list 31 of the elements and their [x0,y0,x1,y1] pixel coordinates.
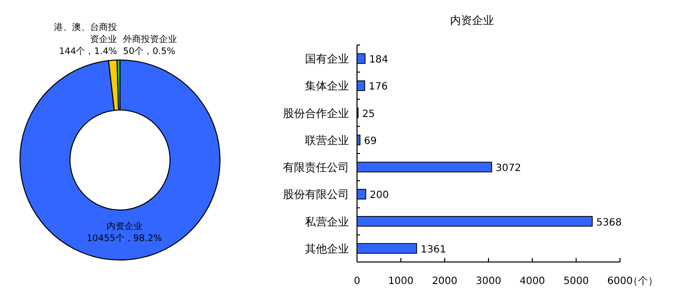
y-tick-label: 股份有限公司 [283,188,349,202]
data-label: 200 [370,190,389,202]
y-tick-label: 私营企业 [305,215,349,228]
x-tick-label: 0 [354,276,360,287]
data-label: 10455个，98.2% [86,232,162,244]
x-tick-label: 3000 [476,276,502,287]
y-tick-label: 国有企业 [305,52,349,66]
data-label: 50个，0.5% [123,46,176,57]
slice-label: 外商投资企业 [123,34,177,45]
y-tick-label: 集体企业 [305,80,349,93]
data-label: 144个，1.4% [58,46,118,57]
slice-label: 内资企业 [106,220,142,232]
x-tick-label: 2000 [432,276,458,287]
data-label: 184 [369,54,388,66]
y-tick-label: 股份合作企业 [283,106,349,120]
y-tick-label: 有限责任公司 [283,161,349,174]
donut-slice [20,60,220,260]
y-tick-label: 联营企业 [305,134,349,147]
data-label: 25 [362,108,375,120]
x-tick-label: 6000 [607,276,633,287]
data-label: 1361 [420,244,446,256]
chart-title: 内资企业 [450,14,494,27]
data-label: 176 [368,82,388,93]
data-label: 69 [364,136,377,147]
slice-label: 港、澳、台商投资企业 [54,22,117,45]
data-label: 3072 [496,163,522,174]
x-tick-label: 1000 [388,276,414,287]
y-tick-label: 其他企业 [305,242,349,256]
x-tick-label: 5000 [563,276,589,287]
data-label: 5368 [596,217,622,228]
x-tick-label: 4000 [520,276,546,287]
